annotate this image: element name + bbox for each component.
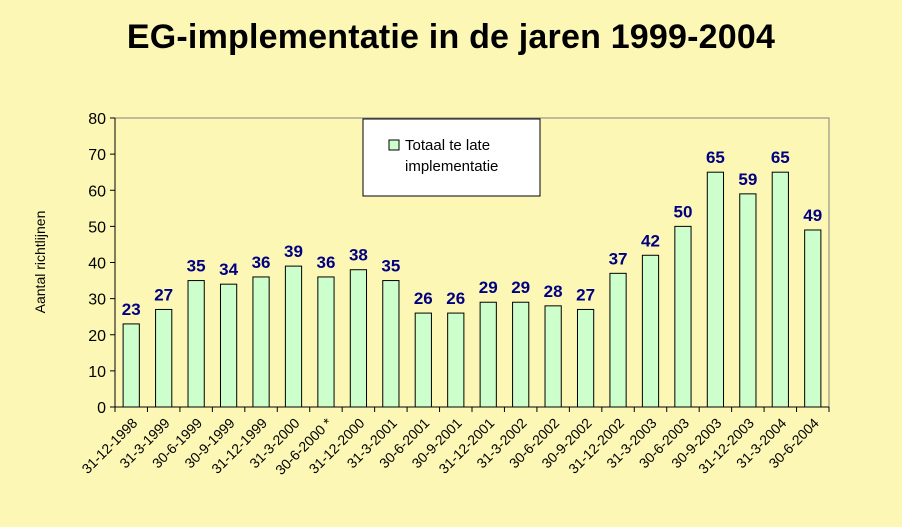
data-label: 35 [187, 257, 206, 276]
bar [804, 229, 822, 408]
chart-title: EG-implementatie in de jaren 1999-2004 [126, 18, 776, 56]
data-label: 65 [771, 148, 790, 167]
legend-label-line-2: implementatie [405, 158, 498, 175]
bar [155, 308, 173, 408]
bar [349, 269, 368, 408]
data-label: 65 [706, 148, 725, 167]
y-axis-label: Aantal richtlijnen [32, 211, 48, 314]
bar [512, 301, 530, 408]
bar [122, 323, 140, 408]
data-label: 29 [479, 278, 498, 297]
data-label: 35 [381, 257, 400, 276]
data-label: 37 [609, 249, 628, 268]
data-label: 36 [316, 253, 335, 272]
bar [674, 225, 692, 408]
y-tick-label: 30 [88, 292, 106, 309]
bar [641, 254, 660, 408]
data-label: 42 [641, 231, 660, 250]
y-tick-label: 60 [88, 183, 106, 200]
y-tick-label: 50 [88, 219, 106, 236]
data-label: 39 [284, 242, 303, 261]
bar [187, 280, 205, 408]
bar [609, 272, 627, 408]
data-label: 26 [414, 289, 433, 308]
data-label: 36 [252, 253, 271, 272]
data-label: 59 [738, 170, 757, 189]
y-tick-label: 70 [88, 147, 106, 164]
data-label: 27 [154, 285, 173, 304]
bar [479, 301, 497, 408]
bar [382, 280, 400, 408]
data-label: 34 [219, 260, 238, 279]
y-tick-label: 40 [88, 256, 106, 273]
bar [414, 312, 432, 408]
y-tick-label: 80 [88, 111, 106, 128]
data-label: 28 [544, 282, 563, 301]
bar [284, 265, 303, 408]
bar [447, 312, 465, 408]
bar [317, 276, 335, 408]
data-label: 26 [446, 289, 465, 308]
bar [576, 308, 595, 408]
bar [252, 276, 270, 408]
bar [544, 305, 562, 408]
legend-swatch [388, 139, 400, 151]
data-label: 38 [349, 246, 368, 265]
data-label: 23 [122, 300, 141, 319]
data-label: 50 [673, 202, 692, 221]
y-tick-label: 10 [88, 364, 106, 381]
bar [739, 193, 757, 408]
data-label: 49 [803, 206, 822, 225]
y-tick-label: 0 [97, 400, 106, 417]
data-label: 29 [511, 278, 530, 297]
legend-label-line-1: Totaal te late [405, 137, 490, 154]
data-label: 27 [576, 285, 595, 304]
bar [771, 171, 789, 408]
bar [706, 171, 725, 408]
legend-box [362, 118, 541, 197]
bar [219, 283, 238, 408]
y-tick-label: 20 [88, 328, 106, 345]
